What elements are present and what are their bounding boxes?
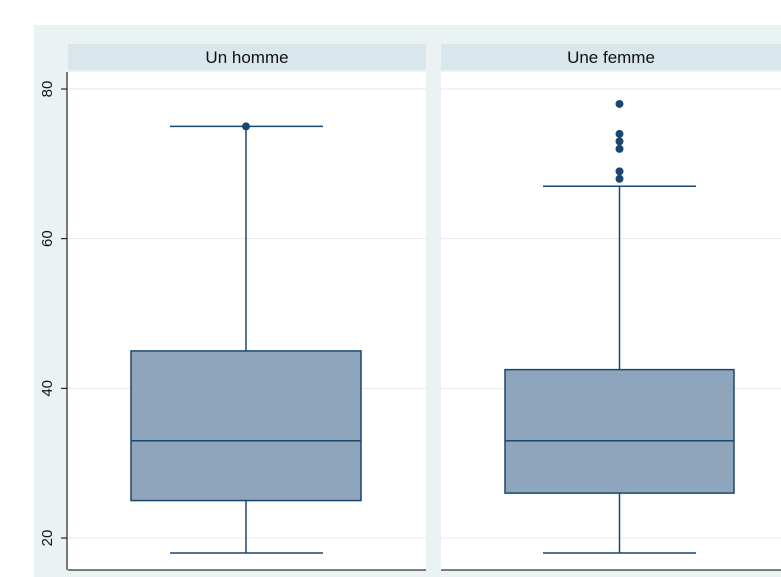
panel-title: Une femme <box>567 48 655 67</box>
outlier-point-6 <box>615 99 624 108</box>
panel-title: Un homme <box>205 48 288 67</box>
panel-strip <box>68 44 426 70</box>
outlier-point-4 <box>615 137 624 146</box>
panel-1: Un homme <box>68 44 426 571</box>
y-tick-label-80: 80 <box>39 81 56 98</box>
box-iqr <box>130 350 362 502</box>
panels: Un homme Une femme <box>68 44 781 571</box>
outlier-point-1 <box>615 174 624 183</box>
outlier-point-5 <box>615 129 624 138</box>
box-iqr <box>504 368 735 494</box>
y-tick-label-40: 40 <box>39 380 56 397</box>
outlier-point-3 <box>615 144 624 153</box>
panel-background <box>441 72 781 570</box>
y-tick-label-60: 60 <box>39 230 56 247</box>
y-axis: 20 40 60 80 <box>39 72 68 570</box>
outlier-point-1 <box>242 122 250 131</box>
outlier-point-2 <box>615 167 624 176</box>
panel-2: Une femme <box>441 44 781 571</box>
panel-strip <box>441 44 781 70</box>
y-tick-label-20: 20 <box>39 530 56 547</box>
